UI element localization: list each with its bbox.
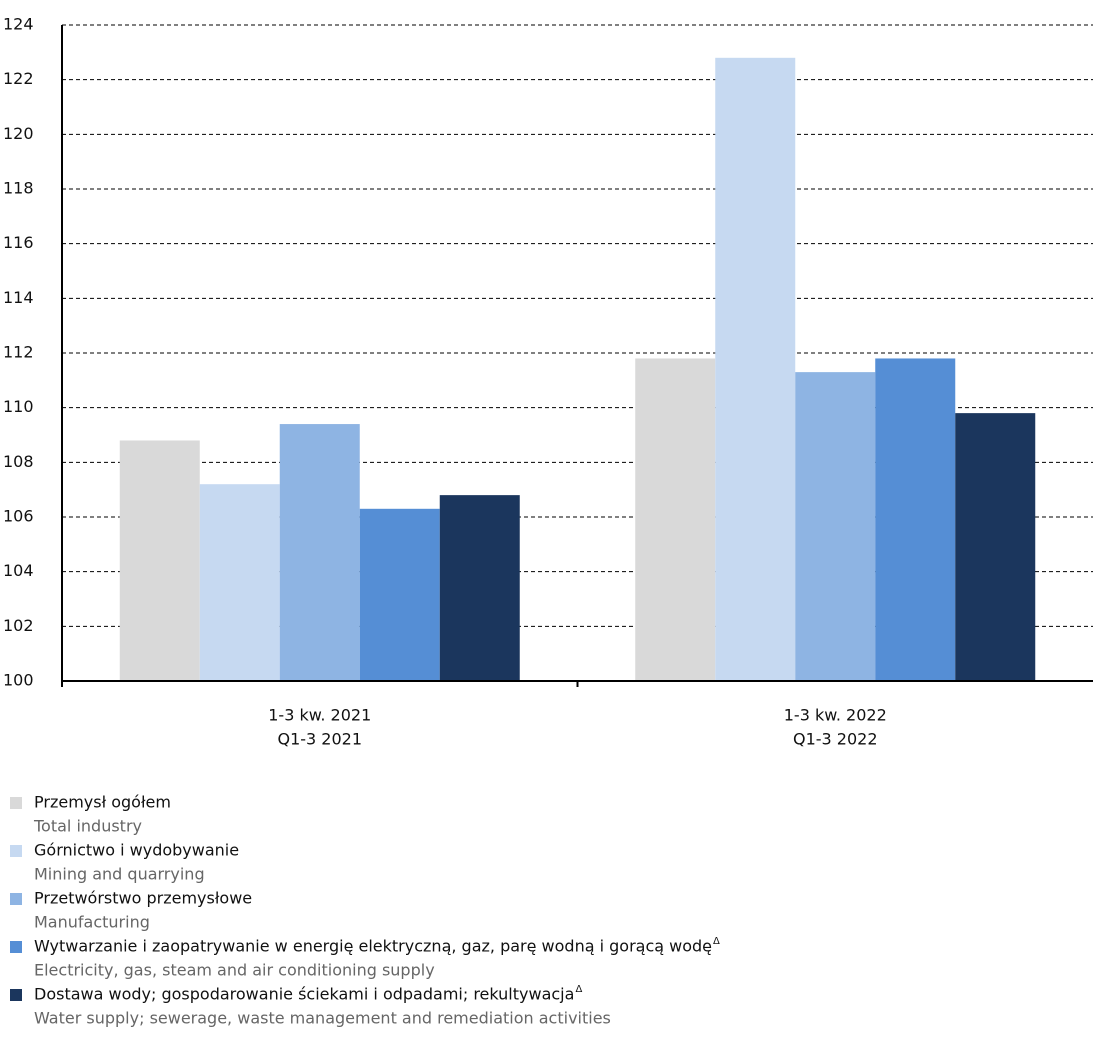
y-tick-label: 106	[3, 507, 34, 526]
y-tick-label: 120	[3, 124, 34, 143]
bar	[635, 358, 716, 681]
legend-label: Przemysł ogółem	[34, 793, 171, 812]
y-tick-label: 114	[3, 288, 34, 307]
legend-mark: Δ	[575, 984, 582, 995]
legend-label: Przetwórstwo przemysłowe	[34, 889, 252, 908]
legend-label: Dostawa wody; gospodarowanie ściekami i …	[34, 985, 574, 1004]
legend-swatch	[10, 989, 22, 1001]
y-tick-label: 118	[3, 179, 34, 198]
bar	[875, 358, 956, 681]
y-tick-label: 108	[3, 452, 34, 471]
legend-mark: Δ	[713, 936, 720, 947]
legend-label-en: Electricity, gas, steam and air conditio…	[34, 961, 435, 980]
legend-swatch	[10, 893, 22, 905]
bar	[119, 440, 200, 681]
legend-label-en: Water supply; sewerage, waste management…	[34, 1009, 611, 1028]
legend-label: Wytwarzanie i zaopatrywanie w energię el…	[34, 937, 712, 956]
bar	[795, 372, 876, 681]
y-tick-label: 100	[3, 671, 34, 690]
legend-label-en: Total industry	[33, 817, 142, 836]
y-tick-label: 122	[3, 69, 34, 88]
legend-label: Górnictwo i wydobywanie	[34, 841, 239, 860]
legend-swatch	[10, 941, 22, 953]
x-tick-sublabel: Q1-3 2022	[793, 730, 878, 749]
bar	[359, 508, 440, 681]
y-tick-label: 102	[3, 616, 34, 635]
legend-label-en: Mining and quarrying	[34, 865, 205, 884]
legend-label-en: Manufacturing	[34, 913, 150, 932]
bar	[955, 413, 1036, 681]
x-tick-label: 1-3 kw. 2021	[268, 706, 371, 725]
bar	[715, 57, 796, 682]
x-tick-sublabel: Q1-3 2021	[277, 730, 362, 749]
legend-swatch	[10, 797, 22, 809]
y-tick-label: 112	[3, 343, 34, 362]
y-tick-label: 124	[3, 15, 34, 34]
bar	[199, 484, 280, 681]
x-tick-label: 1-3 kw. 2022	[784, 706, 887, 725]
bar	[439, 495, 520, 681]
bar	[279, 424, 360, 681]
y-tick-label: 116	[3, 233, 34, 252]
y-tick-label: 110	[3, 397, 34, 416]
legend-swatch	[10, 845, 22, 857]
y-tick-label: 104	[3, 561, 34, 580]
